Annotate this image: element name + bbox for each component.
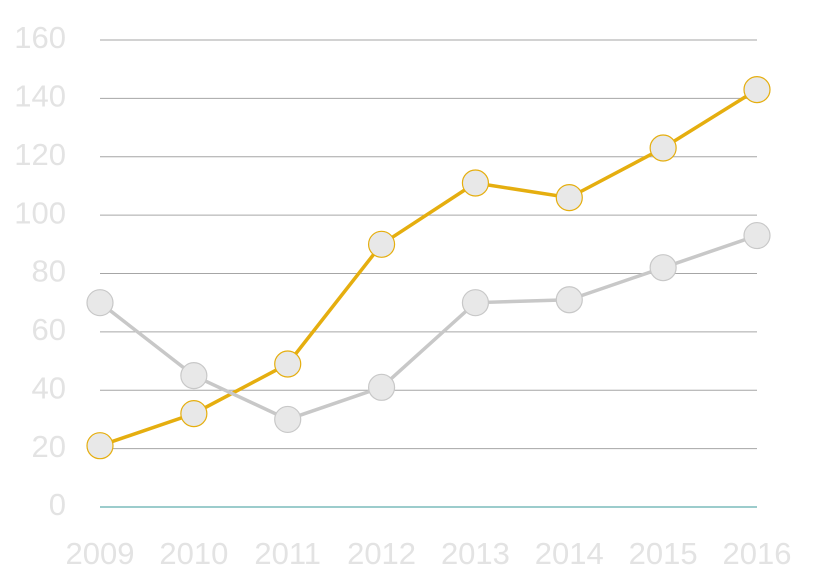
y-tick-label: 140 — [14, 79, 66, 114]
x-tick-label: 2014 — [535, 536, 604, 571]
point-marker — [555, 184, 583, 212]
y-tick-label: 40 — [32, 370, 66, 405]
point-marker — [86, 289, 114, 317]
point-marker — [274, 350, 302, 378]
point-marker — [649, 254, 677, 282]
x-tick-label: 2011 — [254, 536, 321, 571]
y-tick-label: 60 — [32, 312, 66, 347]
y-tick-label: 100 — [14, 195, 66, 230]
x-tick-label: 2015 — [629, 536, 698, 571]
y-tick-label: 120 — [14, 137, 66, 172]
x-tick-label: 2016 — [723, 536, 792, 571]
point-marker — [180, 362, 208, 390]
point-marker — [86, 432, 114, 460]
point-marker — [743, 221, 771, 250]
y-tick-label: 0 — [49, 487, 66, 522]
x-tick-label: 2009 — [66, 536, 135, 571]
x-tick-label: 2013 — [441, 536, 510, 571]
point-marker — [649, 134, 677, 162]
y-tick-label: 80 — [32, 254, 66, 289]
x-tick-label: 2012 — [347, 536, 416, 571]
point-marker — [743, 76, 771, 104]
point-marker — [367, 230, 396, 258]
y-tick-label: 160 — [14, 20, 66, 55]
point-marker — [180, 400, 208, 428]
x-tick-label: 2010 — [159, 536, 228, 571]
series-line — [99, 88, 758, 448]
y-tick-label: 20 — [32, 429, 66, 464]
point-marker — [461, 289, 490, 317]
point-marker — [555, 286, 583, 314]
series-line — [98, 233, 758, 422]
point-marker — [274, 405, 302, 434]
point-marker — [367, 373, 396, 401]
point-marker — [461, 169, 490, 197]
